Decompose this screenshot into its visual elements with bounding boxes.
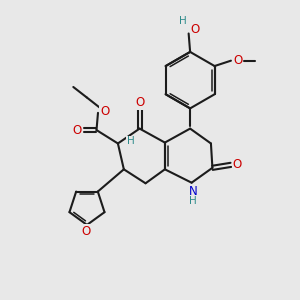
Text: H: H [189, 196, 197, 206]
Text: O: O [233, 54, 242, 67]
Text: H: H [179, 16, 187, 26]
Text: O: O [135, 96, 144, 109]
Text: O: O [73, 124, 82, 136]
Text: O: O [100, 105, 109, 118]
Text: O: O [81, 225, 90, 238]
Text: N: N [188, 185, 197, 198]
Text: O: O [233, 158, 242, 171]
Text: H: H [127, 136, 134, 146]
Text: O: O [190, 23, 200, 36]
